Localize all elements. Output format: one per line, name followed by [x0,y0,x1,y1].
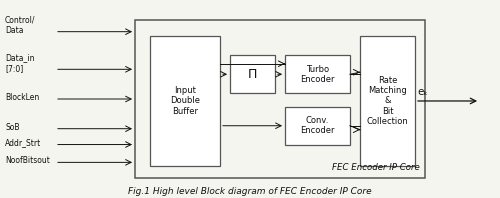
Text: Π: Π [248,68,257,81]
Bar [285,107,350,145]
Text: Turbo
Encoder: Turbo Encoder [300,65,335,84]
Text: Control/
Data: Control/ Data [5,16,36,35]
Text: Fig.1 High level Block diagram of FEC Encoder IP Core: Fig.1 High level Block diagram of FEC En… [128,187,372,196]
Bar [230,55,275,93]
Text: FEC Encoder IP Core: FEC Encoder IP Core [332,163,420,172]
Bar [135,20,425,178]
Text: SoB: SoB [5,123,20,132]
Text: Rate
Matching
&
Bit
Collection: Rate Matching & Bit Collection [366,76,408,126]
Bar [285,55,350,93]
Text: NoofBitsout: NoofBitsout [5,156,50,165]
Bar [150,36,220,166]
Text: Addr_Strt: Addr_Strt [5,139,41,148]
Bar [360,36,415,166]
Text: Conv.
Encoder: Conv. Encoder [300,116,335,135]
Text: Data_in
[7:0]: Data_in [7:0] [5,53,34,73]
Text: Input
Double
Buffer: Input Double Buffer [170,86,200,116]
Text: eₖ: eₖ [418,87,428,97]
Text: BlockLen: BlockLen [5,93,39,102]
